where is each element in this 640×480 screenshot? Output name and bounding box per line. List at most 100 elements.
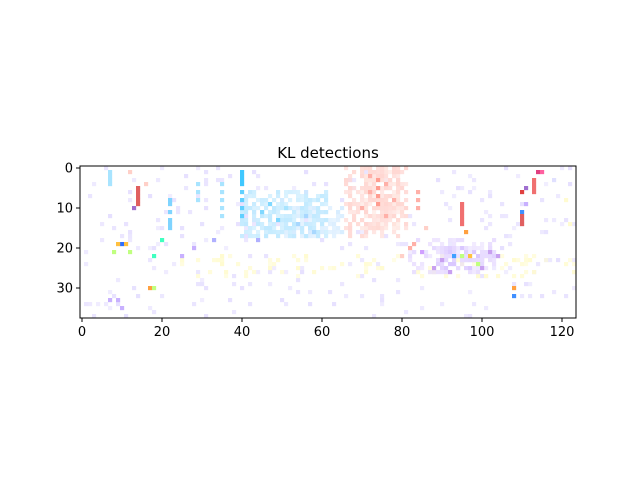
heatmap-cell: [256, 218, 261, 223]
heatmap-cell: [436, 258, 441, 263]
heatmap-cell: [368, 178, 373, 183]
heatmap-cell: [488, 254, 493, 259]
heatmap-cell: [472, 302, 477, 307]
heatmap-cell: [524, 262, 529, 267]
heatmap-cell: [292, 230, 297, 235]
heatmap-cell: [480, 242, 485, 247]
heatmap-cell: [528, 294, 533, 299]
heatmap-cell: [160, 294, 165, 299]
heatmap-cell: [400, 182, 405, 187]
heatmap-cell: [520, 190, 525, 195]
heatmap-cell: [384, 186, 389, 191]
heatmap-cell: [480, 262, 485, 267]
heatmap-cell: [320, 210, 325, 215]
heatmap-cell: [312, 230, 317, 235]
heatmap-cell: [532, 254, 537, 259]
heatmap-cell: [480, 250, 485, 255]
heatmap-cell: [264, 198, 269, 203]
heatmap-cell: [340, 214, 345, 219]
heatmap-cell: [488, 214, 493, 219]
heatmap-cell: [512, 226, 517, 231]
heatmap-cell: [572, 222, 577, 227]
heatmap-cell: [376, 194, 381, 199]
heatmap-cell: [380, 222, 385, 227]
heatmap-cell: [252, 194, 257, 199]
heatmap-cell: [452, 194, 457, 199]
heatmap-cell: [548, 258, 553, 263]
heatmap-cell: [384, 166, 389, 171]
heatmap-cell: [380, 202, 385, 207]
heatmap-cell: [164, 210, 169, 215]
heatmap-cell: [348, 262, 353, 267]
heatmap-cell: [108, 178, 113, 183]
heatmap-cell: [312, 222, 317, 227]
heatmap-cell: [236, 262, 241, 267]
heatmap-cell: [248, 206, 253, 211]
heatmap-cell: [468, 270, 473, 275]
heatmap-cell: [376, 218, 381, 223]
heatmap-cell: [244, 226, 249, 231]
heatmap-cell: [348, 226, 353, 231]
x-tick-label: 120: [550, 325, 575, 340]
heatmap-cell: [444, 266, 449, 271]
heatmap-cell: [196, 166, 201, 171]
heatmap-cell: [568, 166, 573, 171]
heatmap-cell: [124, 314, 129, 319]
heatmap-cell: [196, 182, 201, 187]
heatmap-cell: [344, 218, 349, 223]
heatmap-cell: [136, 194, 141, 199]
heatmap-cell: [288, 214, 293, 219]
heatmap-cell: [332, 218, 337, 223]
heatmap-cell: [476, 254, 481, 259]
heatmap-cell: [544, 258, 549, 263]
heatmap-cell: [204, 178, 209, 183]
heatmap-cell: [388, 178, 393, 183]
heatmap-cell: [312, 182, 317, 187]
heatmap-cell: [184, 174, 189, 179]
heatmap-cell: [344, 294, 349, 299]
heatmap-cell: [384, 174, 389, 179]
heatmap-cell: [284, 206, 289, 211]
heatmap-cell: [440, 246, 445, 251]
heatmap-cell: [296, 258, 301, 263]
heatmap-cell: [324, 182, 329, 187]
heatmap-cell: [380, 170, 385, 175]
heatmap-cell: [344, 166, 349, 171]
heatmap-cell: [452, 250, 457, 255]
heatmap-cell: [396, 226, 401, 231]
heatmap-cell: [324, 234, 329, 239]
heatmap-cell: [400, 242, 405, 247]
heatmap-cell: [412, 262, 417, 267]
heatmap-cell: [476, 274, 481, 279]
heatmap-cell: [284, 194, 289, 199]
heatmap-cell: [112, 226, 117, 231]
heatmap-cell: [408, 258, 413, 263]
heatmap-cell: [440, 302, 445, 307]
heatmap-cell: [300, 206, 305, 211]
heatmap-cell: [164, 242, 169, 247]
heatmap-cell: [480, 218, 485, 223]
heatmap-cell: [496, 254, 501, 259]
heatmap-cell: [484, 306, 489, 311]
heatmap-cell: [204, 182, 209, 187]
heatmap-cell: [296, 190, 301, 195]
heatmap-cell: [284, 218, 289, 223]
heatmap-cell: [532, 190, 537, 195]
heatmap-cell: [448, 250, 453, 255]
heatmap-cell: [340, 282, 345, 287]
heatmap-cell: [296, 194, 301, 199]
heatmap-cell: [224, 270, 229, 275]
heatmap-cell: [300, 218, 305, 223]
heatmap-cell: [452, 238, 457, 243]
heatmap-cell: [256, 174, 261, 179]
heatmap-cell: [292, 186, 297, 191]
heatmap-cell: [368, 166, 373, 171]
heatmap-cell: [108, 306, 113, 311]
heatmap-cell: [272, 222, 277, 227]
heatmap-cell: [204, 314, 209, 319]
heatmap-cell: [316, 194, 321, 199]
heatmap-cell: [204, 286, 209, 291]
heatmap-cell: [508, 242, 513, 247]
heatmap-cell: [384, 182, 389, 187]
heatmap-cell: [476, 262, 481, 267]
